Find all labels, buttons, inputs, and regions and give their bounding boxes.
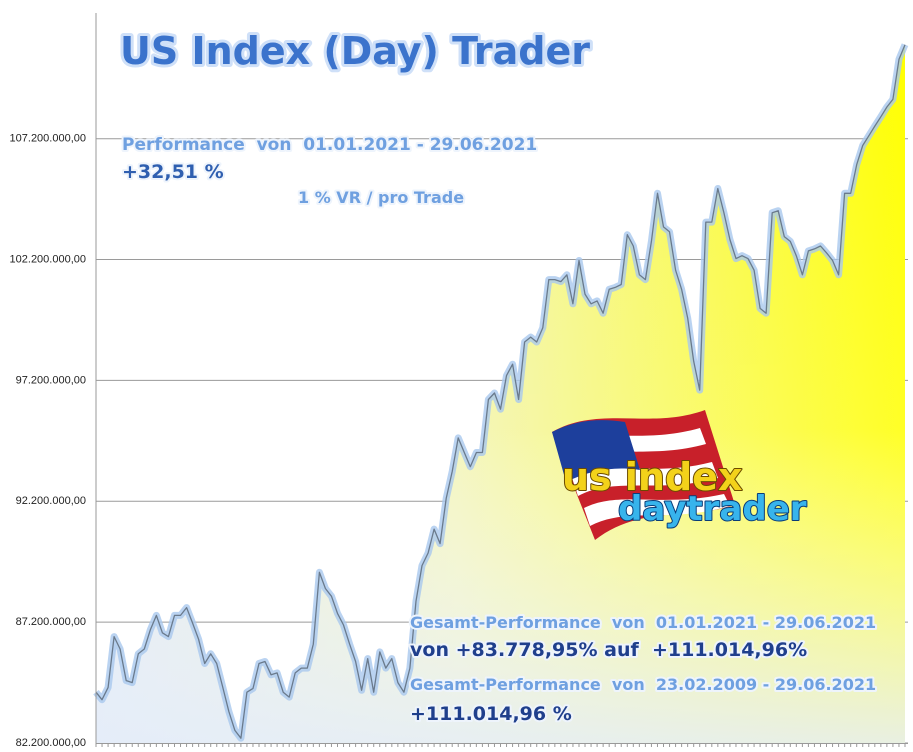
line: [95, 44, 906, 739]
chart-title: US Index (Day) Trader: [120, 29, 590, 73]
logo-text: daytrader: [618, 489, 807, 529]
logo-text: us index: [562, 455, 742, 499]
y-tick-label: 82.200.000,00: [16, 737, 86, 749]
annotation: von +83.778,95% auf +111.014,96%: [410, 639, 807, 661]
flag-canton: [552, 420, 640, 482]
y-tick-label: 92.200.000,00: [16, 495, 86, 507]
annotation: Gesamt-Performance von 01.01.2021 - 29.0…: [410, 613, 876, 632]
y-tick-label: 102.200.000,00: [10, 253, 86, 265]
plot: [93, 43, 909, 743]
annotations: Performance von 01.01.2021 - 29.06.2021 +…: [120, 133, 878, 727]
x-ticks: [95, 743, 906, 747]
annotation: +32,51 %: [122, 161, 224, 183]
annotation: Performance von 01.01.2021 - 29.06.2021: [122, 135, 537, 155]
y-tick-label: 107.200.000,00: [10, 133, 86, 145]
annotation: +111.014,96 %: [410, 703, 572, 725]
annotation: Gesamt-Performance von 23.02.2009 - 29.0…: [410, 675, 876, 694]
annotation: 1 % VR / pro Trade: [298, 188, 464, 207]
y-tick-label: 87.200.000,00: [16, 616, 86, 628]
area-shade: [96, 44, 905, 743]
y-tick-label: 97.200.000,00: [16, 374, 86, 386]
logo: us index daytrader: [552, 410, 808, 540]
